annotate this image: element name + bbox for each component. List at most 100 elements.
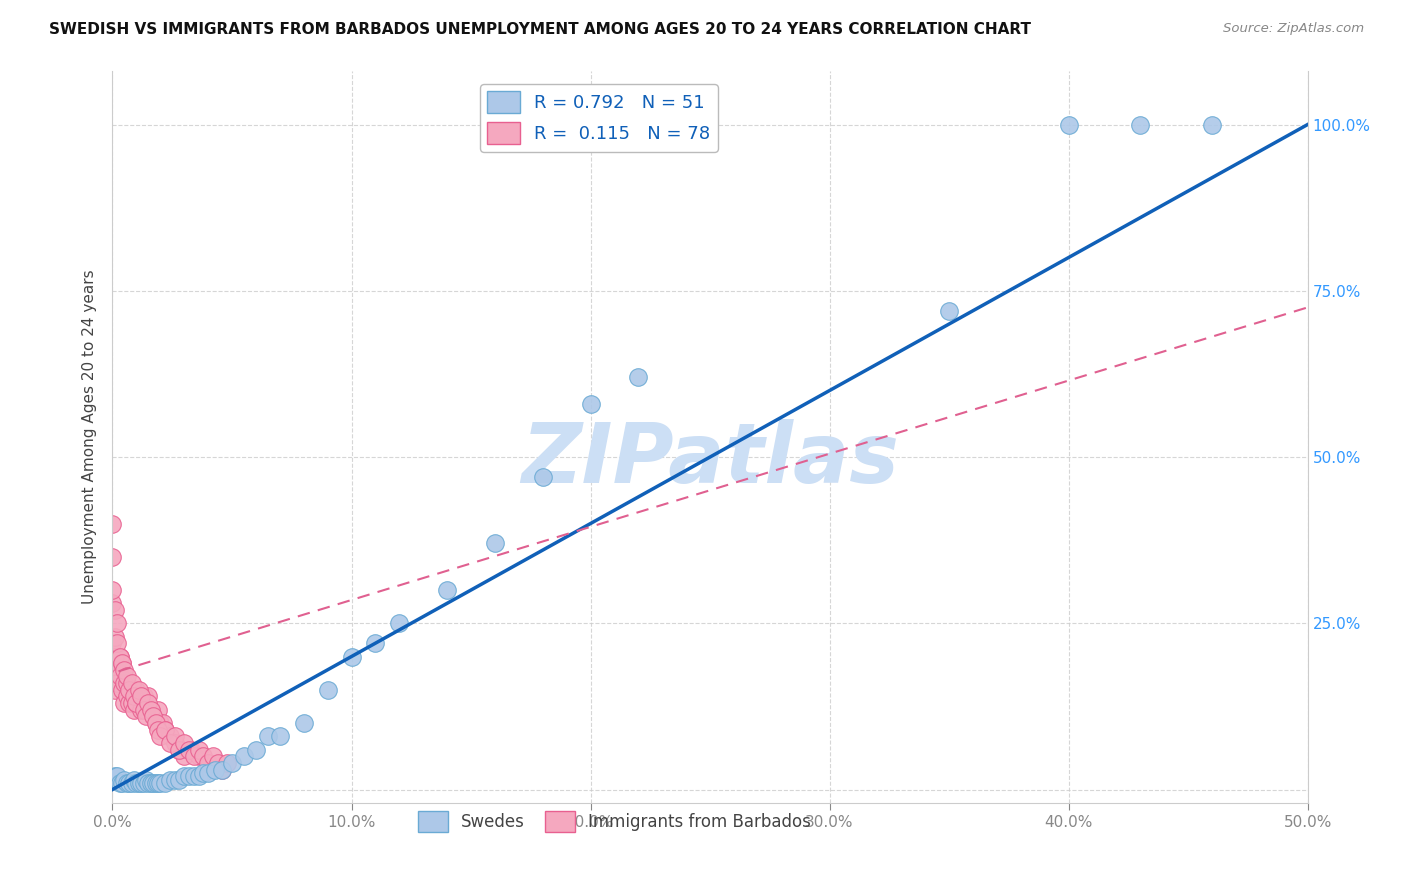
Point: [111, 682, 134, 697]
Point: [146, 703, 169, 717]
Point: [104, 630, 127, 644]
Point: [101, 596, 124, 610]
Point: [118, 682, 141, 697]
Point: [105, 769, 128, 783]
Point: [135, 709, 157, 723]
Point: [129, 690, 152, 704]
Point: [138, 690, 160, 704]
Point: [1057, 118, 1080, 132]
Point: [149, 729, 172, 743]
Point: [114, 696, 135, 710]
Point: [257, 729, 280, 743]
Point: [152, 716, 174, 731]
Point: [104, 682, 127, 697]
Point: [177, 742, 200, 756]
Point: [187, 742, 209, 756]
Point: [207, 756, 229, 770]
Point: [142, 709, 165, 723]
Point: [132, 776, 155, 790]
Point: [233, 749, 256, 764]
Point: [121, 696, 143, 710]
Point: [579, 397, 602, 411]
Point: [114, 663, 135, 677]
Point: [364, 636, 387, 650]
Point: [173, 736, 195, 750]
Point: [101, 582, 124, 597]
Point: [138, 696, 160, 710]
Text: Source: ZipAtlas.com: Source: ZipAtlas.com: [1223, 22, 1364, 36]
Point: [128, 776, 150, 790]
Point: [108, 649, 131, 664]
Point: [135, 772, 157, 787]
Point: [187, 749, 209, 764]
Point: [193, 765, 215, 780]
Point: [129, 776, 152, 790]
Point: [177, 769, 200, 783]
Y-axis label: Unemployment Among Ages 20 to 24 years: Unemployment Among Ages 20 to 24 years: [82, 269, 97, 605]
Point: [138, 776, 160, 790]
Point: [187, 769, 209, 783]
Point: [105, 616, 128, 631]
Point: [145, 716, 167, 731]
Point: [104, 649, 127, 664]
Point: [163, 772, 186, 787]
Point: [193, 749, 215, 764]
Point: [292, 716, 315, 731]
Point: [531, 470, 554, 484]
Point: [938, 303, 960, 318]
Point: [149, 716, 172, 731]
Point: [118, 776, 141, 790]
Point: [129, 703, 152, 717]
Point: [197, 756, 219, 770]
Point: [221, 756, 243, 770]
Point: [115, 690, 138, 704]
Point: [139, 703, 162, 717]
Point: [135, 703, 157, 717]
Point: [245, 742, 267, 756]
Point: [627, 370, 650, 384]
Point: [111, 776, 134, 790]
Point: [340, 649, 363, 664]
Point: [114, 772, 135, 787]
Point: [153, 776, 176, 790]
Point: [197, 765, 219, 780]
Point: [104, 603, 127, 617]
Point: [115, 776, 138, 790]
Point: [146, 776, 169, 790]
Point: [197, 756, 219, 770]
Point: [105, 663, 128, 677]
Point: [163, 736, 186, 750]
Point: [269, 729, 291, 743]
Point: [163, 729, 186, 743]
Point: [145, 776, 167, 790]
Point: [484, 536, 506, 550]
Point: [211, 763, 233, 777]
Point: [159, 729, 181, 743]
Point: [146, 723, 169, 737]
Point: [204, 763, 226, 777]
Point: [105, 676, 128, 690]
Point: [105, 636, 128, 650]
Point: [128, 690, 150, 704]
Point: [104, 663, 127, 677]
Point: [125, 696, 148, 710]
Text: SWEDISH VS IMMIGRANTS FROM BARBADOS UNEMPLOYMENT AMONG AGES 20 TO 24 YEARS CORRE: SWEDISH VS IMMIGRANTS FROM BARBADOS UNEM…: [49, 22, 1031, 37]
Point: [101, 516, 124, 531]
Point: [316, 682, 339, 697]
Point: [108, 669, 131, 683]
Point: [104, 769, 127, 783]
Point: [1129, 118, 1152, 132]
Point: [142, 776, 165, 790]
Point: [139, 703, 162, 717]
Point: [436, 582, 458, 597]
Point: [132, 703, 155, 717]
Point: [121, 676, 143, 690]
Point: [122, 703, 145, 717]
Point: [101, 549, 124, 564]
Point: [132, 690, 155, 704]
Point: [153, 723, 176, 737]
Point: [173, 769, 195, 783]
Point: [1201, 118, 1223, 132]
Point: [169, 742, 191, 756]
Point: [388, 616, 411, 631]
